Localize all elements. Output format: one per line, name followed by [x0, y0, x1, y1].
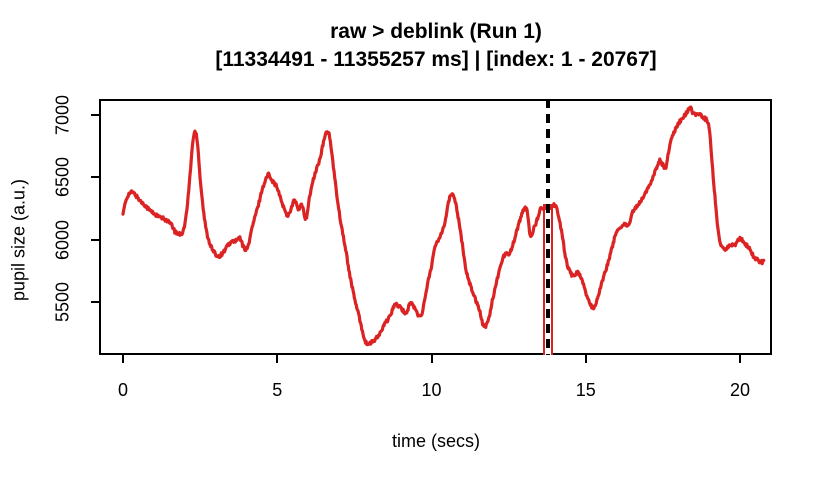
y-tick-mark: [91, 301, 99, 303]
x-tick-mark: [584, 355, 587, 363]
x-tick-mark: [430, 355, 433, 363]
x-tick-label: 20: [729, 380, 751, 400]
pupil-trace-line: [121, 105, 766, 347]
x-axis-label: time (secs): [391, 431, 480, 451]
x-tick-mark: [276, 355, 279, 363]
y-tick-label: 6000: [52, 219, 73, 260]
time-marker-dashed-line: [546, 99, 551, 355]
chart-title: raw > deblink (Run 1): [330, 20, 542, 43]
y-tick-mark: [91, 238, 99, 241]
y-tick-mark: [91, 176, 99, 179]
x-tick-label: 15: [575, 380, 596, 400]
x-tick-mark: [739, 355, 741, 363]
plot-box: [99, 99, 772, 355]
x-tick-label: 0: [117, 380, 129, 400]
x-tick-label: 5: [272, 380, 283, 400]
y-tick-label: 7000: [52, 95, 73, 136]
y-tick-label: 5500: [52, 281, 73, 323]
x-tick-mark: [122, 355, 124, 363]
y-tick-mark: [91, 114, 99, 117]
y-tick-label: 6500: [52, 157, 73, 198]
x-tick-label: 10: [421, 380, 442, 400]
chart-subtitle: [11334491 - 11355257 ms] | [index: 1 - 2…: [215, 48, 657, 71]
